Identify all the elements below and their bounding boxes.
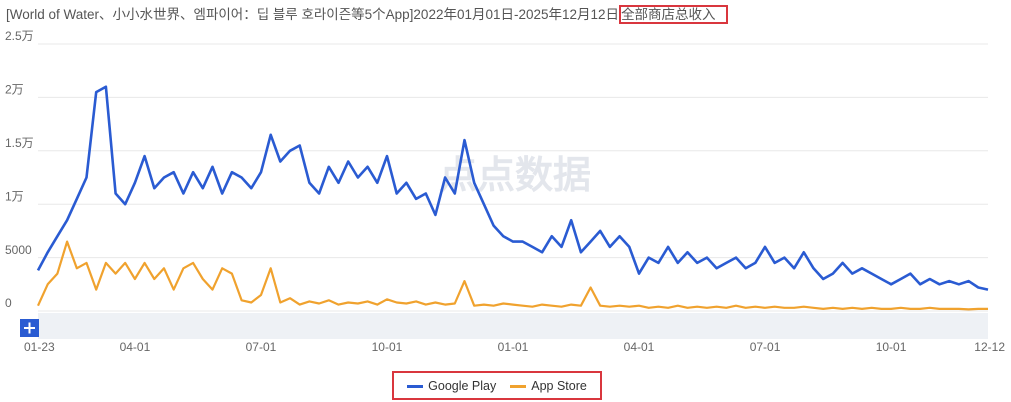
x-tick-label: 12-12 <box>974 340 1005 354</box>
x-tick-label: 04-01 <box>120 340 151 354</box>
legend-label: App Store <box>531 378 587 393</box>
x-tick-label: 07-01 <box>246 340 277 354</box>
x-tick-label: 10-01 <box>876 340 907 354</box>
legend-item[interactable]: Google Play <box>407 379 496 393</box>
legend: Google Play App Store <box>392 371 602 400</box>
y-tick-label: 0 <box>5 296 12 310</box>
x-tick-label: 10-01 <box>372 340 403 354</box>
y-tick-label: 1.5万 <box>5 136 34 150</box>
legend-swatch <box>510 384 527 388</box>
y-tick-label: 5000 <box>5 243 32 257</box>
y-tick-label: 2万 <box>5 83 24 97</box>
legend-item[interactable]: App Store <box>510 379 587 393</box>
series-line <box>36 85 989 291</box>
legend-label: Google Play <box>428 378 497 393</box>
chart-title: [World of Water、小小水世界、엠파이어：딥 블루 호라이즌等5个A… <box>6 7 620 22</box>
legend-swatch <box>407 384 424 388</box>
x-tick-label: 04-01 <box>624 340 655 354</box>
title-highlight: 全部商店总收入 <box>619 5 728 24</box>
x-tick-label: 07-01 <box>750 340 781 354</box>
y-tick-label: 2.5万 <box>5 29 34 43</box>
y-tick-label: 1万 <box>5 189 24 203</box>
x-tick-label: 01-01 <box>498 340 529 354</box>
x-tick-label: 01-23 <box>24 340 55 354</box>
zoom-track <box>38 313 988 339</box>
title-bar: [World of Water、小小水世界、엠파이어：딥 블루 호라이즌等5个A… <box>6 3 728 24</box>
watermark: 点点数据 <box>439 155 591 197</box>
chart: 点点数据 0 5000 1万 1.5万 2万 2.5万 01-23 04-01 07-01 10-… <box>5 29 1005 354</box>
series-line <box>36 240 988 311</box>
